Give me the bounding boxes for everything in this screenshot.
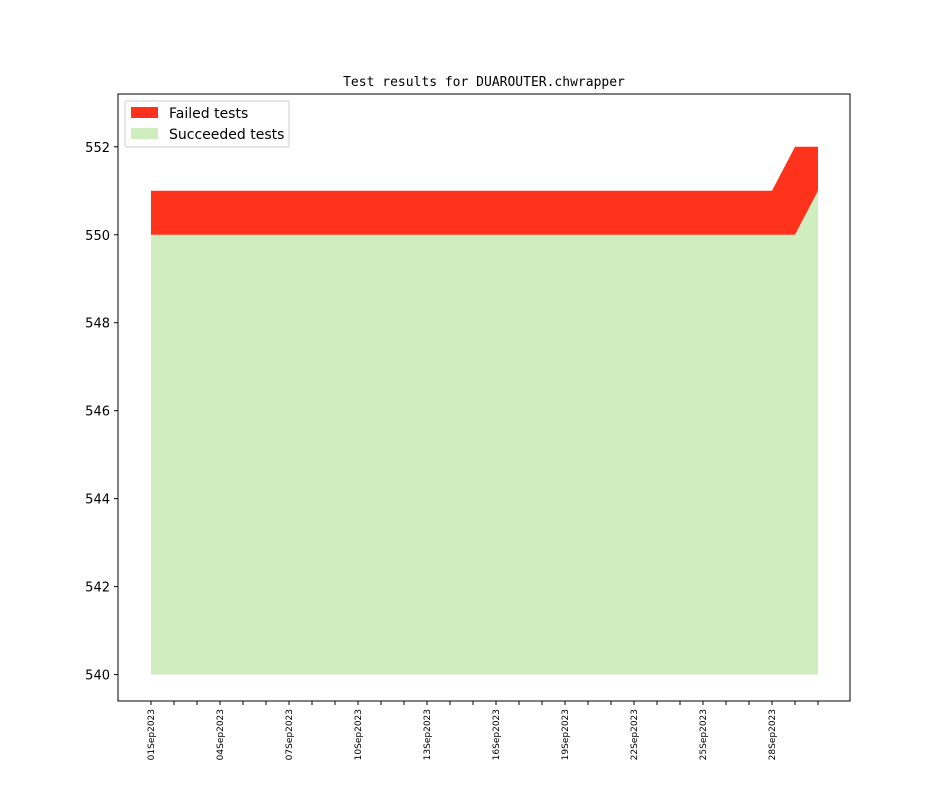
x-tick-label: 04Sep2023 [216, 709, 226, 760]
legend: Failed tests Succeeded tests [124, 100, 290, 148]
x-tick-label: 28Sep2023 [768, 709, 778, 760]
x-tick-label: 10Sep2023 [354, 709, 364, 760]
x-axis: 01Sep2023 04Sep2023 07Sep2023 10Sep2023 13Se… [147, 701, 819, 760]
x-tick-label: 25Sep2023 [699, 709, 709, 760]
legend-swatch-failed [131, 107, 158, 118]
area-failed-tests [151, 146, 818, 235]
area-succeeded-tests [151, 190, 818, 675]
y-tick-label: 552 [85, 141, 110, 156]
x-tick-label: 19Sep2023 [561, 709, 571, 760]
legend-swatch-succeeded [131, 128, 158, 139]
x-tick-label: 13Sep2023 [423, 709, 433, 760]
y-tick-label: 542 [85, 581, 110, 596]
y-tick-label: 546 [85, 405, 110, 420]
chart-title: Test results for DUAROUTER.chwrapper [343, 75, 625, 90]
x-tick-label: 16Sep2023 [492, 709, 502, 760]
plot-frame [117, 93, 851, 702]
y-axis: 540 542 544 546 548 550 552 [85, 141, 118, 684]
y-tick-label: 550 [85, 229, 110, 244]
y-tick-label: 548 [85, 317, 110, 332]
y-tick-label: 544 [85, 493, 110, 508]
legend-label-failed: Failed tests [169, 106, 248, 122]
area-series-group [151, 146, 818, 675]
legend-box [124, 100, 290, 148]
x-tick-label: 22Sep2023 [630, 709, 640, 760]
legend-label-succeeded: Succeeded tests [169, 127, 284, 143]
y-tick-label: 540 [85, 669, 110, 684]
x-tick-label: 01Sep2023 [147, 709, 157, 760]
x-tick-label: 07Sep2023 [285, 709, 295, 760]
